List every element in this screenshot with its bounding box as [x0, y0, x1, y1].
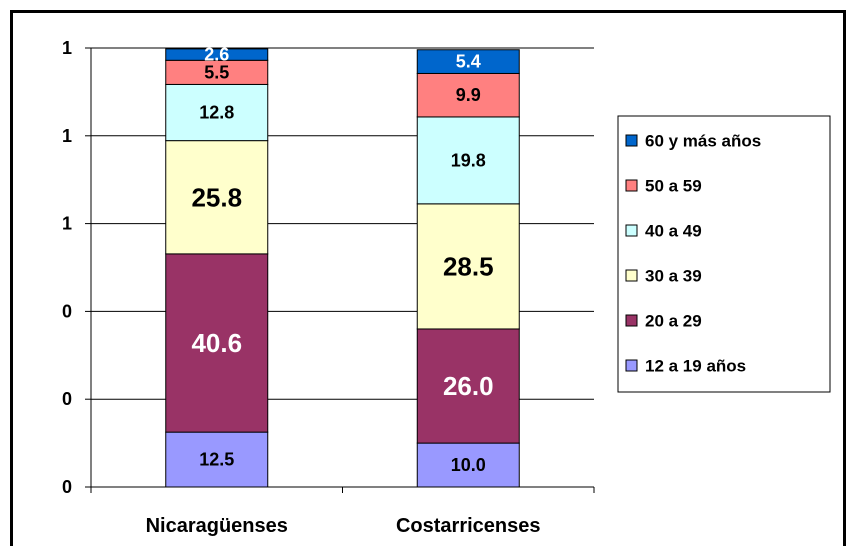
legend: 60 y más años 50 a 59 40 a 49 30 a 39 20 a 2…	[617, 115, 831, 393]
legend-label: 40 a 49	[645, 222, 702, 241]
data-label: 5.4	[456, 52, 481, 72]
bar-segment	[416, 442, 520, 488]
y-tick-label: 0	[62, 389, 72, 409]
data-label: 40.6	[191, 328, 242, 358]
legend-swatch	[625, 179, 638, 192]
data-label: 28.5	[443, 251, 494, 281]
bar-segment	[416, 203, 520, 330]
y-tick-label: 1	[62, 214, 72, 234]
bar-segment	[165, 431, 269, 488]
bar-segment	[416, 116, 520, 205]
legend-label: 20 a 29	[645, 312, 702, 331]
legend-swatch	[625, 269, 638, 282]
bar-segment	[416, 72, 520, 118]
y-axis-tick-labels: 0 0 0 1 1 1	[62, 38, 72, 497]
data-label: 10.0	[451, 455, 486, 475]
data-label: 12.8	[199, 103, 234, 123]
bar-segment	[165, 59, 269, 85]
data-label: 25.8	[191, 182, 242, 212]
y-tick-label: 0	[62, 301, 72, 321]
legend-label: 60 y más años	[645, 132, 761, 151]
chart-frame	[10, 10, 846, 546]
data-label: 26.0	[443, 371, 494, 401]
bar-segment	[416, 328, 520, 444]
legend-swatch	[625, 359, 638, 372]
y-tick-label: 1	[62, 126, 72, 146]
legend-swatch	[625, 134, 638, 147]
bar-segment	[165, 83, 269, 142]
bar-segment	[165, 140, 269, 255]
data-label: 12.5	[199, 450, 234, 470]
legend-label: 12 a 19 años	[645, 357, 746, 376]
y-tick-label: 0	[62, 477, 72, 497]
legend-label: 50 a 59	[645, 177, 702, 196]
y-tick-label: 1	[62, 38, 72, 58]
legend-swatch	[625, 314, 638, 327]
data-label: 2.6	[204, 45, 229, 65]
x-category-label: Nicaragüenses	[146, 515, 288, 537]
data-label: 5.5	[204, 62, 229, 82]
bars: 12.5 40.6 25.8 12.8 5.52.6 10.0 26.0 28.5 19.8 9.…	[165, 45, 520, 488]
bar-segment	[416, 49, 520, 74]
bar-segment	[165, 253, 269, 433]
x-axis-category-labels: Nicaragüenses Costarricenses	[146, 515, 541, 537]
legend-swatch	[625, 224, 638, 237]
data-label: 9.9	[456, 85, 481, 105]
data-label: 19.8	[451, 150, 486, 170]
legend-box	[617, 115, 831, 393]
x-category-label: Costarricenses	[396, 515, 541, 537]
legend-label: 30 a 39	[645, 267, 702, 286]
bar-segment	[165, 48, 269, 61]
